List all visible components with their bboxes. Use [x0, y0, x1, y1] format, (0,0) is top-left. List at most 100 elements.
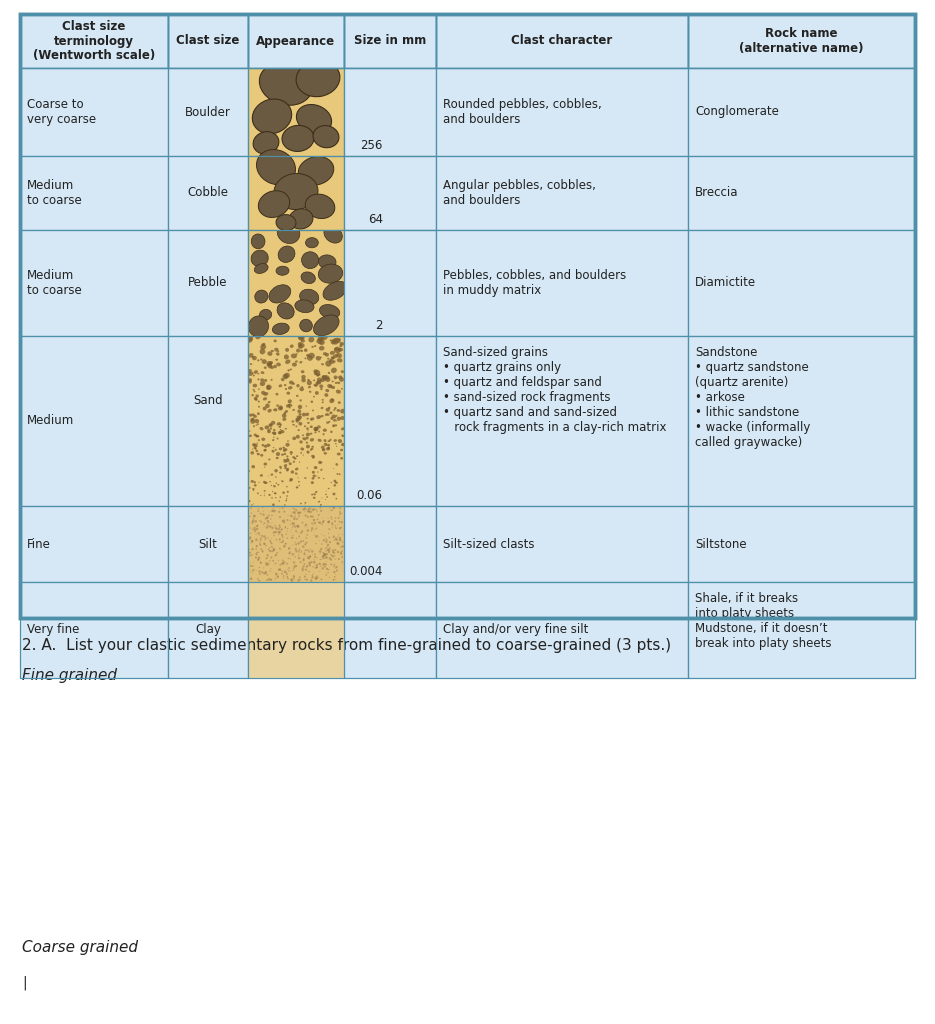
- Ellipse shape: [338, 517, 339, 518]
- Ellipse shape: [249, 316, 268, 337]
- Ellipse shape: [276, 539, 277, 541]
- Ellipse shape: [320, 552, 321, 554]
- Ellipse shape: [279, 447, 282, 451]
- Ellipse shape: [324, 548, 326, 549]
- Ellipse shape: [311, 527, 313, 529]
- Ellipse shape: [270, 350, 274, 352]
- Ellipse shape: [309, 510, 310, 512]
- Ellipse shape: [304, 563, 306, 565]
- Bar: [20, 156, 168, 230]
- Ellipse shape: [267, 564, 268, 565]
- Ellipse shape: [278, 511, 280, 513]
- Ellipse shape: [329, 547, 330, 549]
- Ellipse shape: [318, 477, 320, 478]
- Ellipse shape: [281, 414, 286, 418]
- Ellipse shape: [326, 553, 328, 555]
- Ellipse shape: [273, 447, 274, 449]
- Ellipse shape: [264, 444, 267, 447]
- Ellipse shape: [336, 420, 338, 422]
- Ellipse shape: [251, 452, 254, 455]
- Ellipse shape: [251, 512, 252, 514]
- Ellipse shape: [271, 497, 273, 499]
- Ellipse shape: [286, 498, 287, 500]
- Ellipse shape: [273, 436, 275, 438]
- Bar: [436, 336, 688, 506]
- Ellipse shape: [329, 412, 333, 415]
- Text: 0.06: 0.06: [356, 489, 382, 502]
- Ellipse shape: [282, 418, 286, 421]
- Ellipse shape: [284, 464, 287, 467]
- Ellipse shape: [279, 568, 281, 570]
- Ellipse shape: [334, 439, 337, 441]
- Ellipse shape: [320, 510, 323, 512]
- Ellipse shape: [299, 536, 300, 537]
- Ellipse shape: [298, 511, 300, 513]
- Ellipse shape: [286, 519, 289, 521]
- Ellipse shape: [255, 425, 257, 426]
- Ellipse shape: [341, 550, 343, 552]
- Ellipse shape: [316, 356, 321, 360]
- Ellipse shape: [262, 359, 266, 364]
- Bar: [248, 506, 344, 582]
- Ellipse shape: [258, 439, 260, 441]
- Ellipse shape: [250, 578, 252, 580]
- Ellipse shape: [260, 381, 266, 386]
- Ellipse shape: [276, 457, 279, 459]
- Ellipse shape: [324, 377, 330, 382]
- Ellipse shape: [293, 522, 295, 524]
- Ellipse shape: [326, 550, 327, 551]
- Ellipse shape: [281, 480, 282, 481]
- Ellipse shape: [298, 551, 299, 552]
- Ellipse shape: [251, 554, 252, 556]
- Ellipse shape: [334, 479, 337, 482]
- Ellipse shape: [249, 414, 252, 417]
- Ellipse shape: [314, 430, 316, 431]
- Ellipse shape: [275, 578, 276, 580]
- Ellipse shape: [292, 382, 295, 385]
- Ellipse shape: [328, 569, 329, 570]
- Ellipse shape: [261, 571, 264, 573]
- Text: Clast size: Clast size: [177, 35, 239, 47]
- Ellipse shape: [326, 422, 329, 424]
- Ellipse shape: [325, 574, 327, 575]
- Ellipse shape: [288, 558, 289, 559]
- Bar: [168, 506, 248, 582]
- Ellipse shape: [325, 494, 327, 496]
- Ellipse shape: [301, 371, 305, 374]
- Ellipse shape: [315, 543, 317, 544]
- Ellipse shape: [308, 509, 309, 510]
- Ellipse shape: [288, 399, 292, 403]
- Ellipse shape: [268, 361, 273, 365]
- Ellipse shape: [250, 364, 252, 365]
- Ellipse shape: [306, 573, 307, 574]
- Ellipse shape: [331, 522, 334, 525]
- Ellipse shape: [253, 433, 257, 436]
- Ellipse shape: [261, 437, 266, 441]
- Ellipse shape: [324, 225, 342, 243]
- Ellipse shape: [279, 568, 280, 570]
- Ellipse shape: [288, 570, 289, 571]
- Ellipse shape: [324, 553, 325, 555]
- Ellipse shape: [292, 570, 294, 571]
- Ellipse shape: [274, 469, 278, 472]
- Ellipse shape: [307, 534, 308, 535]
- Ellipse shape: [295, 353, 297, 355]
- Ellipse shape: [254, 528, 255, 529]
- Ellipse shape: [336, 569, 338, 571]
- Ellipse shape: [287, 528, 288, 529]
- Ellipse shape: [336, 498, 338, 500]
- Ellipse shape: [324, 553, 325, 556]
- Ellipse shape: [296, 60, 340, 96]
- Ellipse shape: [248, 500, 251, 502]
- Ellipse shape: [308, 509, 309, 511]
- Ellipse shape: [281, 562, 283, 563]
- Ellipse shape: [266, 526, 268, 528]
- Ellipse shape: [313, 497, 316, 499]
- Ellipse shape: [291, 580, 293, 582]
- Ellipse shape: [296, 395, 298, 397]
- Ellipse shape: [273, 429, 276, 431]
- Ellipse shape: [293, 461, 295, 463]
- Ellipse shape: [295, 550, 297, 553]
- Ellipse shape: [266, 517, 268, 519]
- Ellipse shape: [280, 430, 284, 433]
